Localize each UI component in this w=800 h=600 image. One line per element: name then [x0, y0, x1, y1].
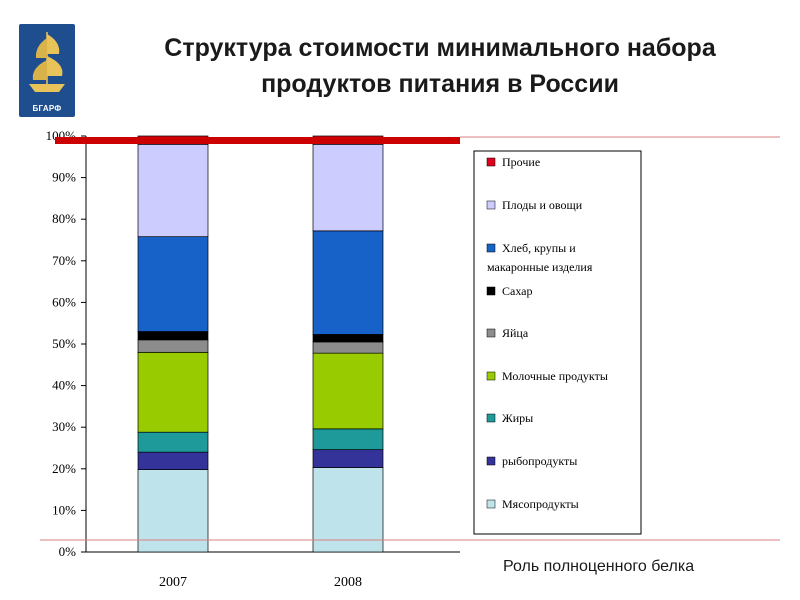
bar-segment	[312, 449, 384, 468]
y-tick-label: 0%	[59, 544, 77, 559]
bar-segment	[312, 467, 384, 553]
legend-label: Прочие	[502, 155, 540, 169]
threshold-bar-100	[55, 137, 460, 144]
x-tick-label: 2008	[334, 575, 362, 590]
sailing-ship-icon	[29, 32, 65, 92]
y-tick-label: 40%	[52, 378, 76, 393]
bar-segment	[312, 334, 384, 343]
legend-swatch	[486, 157, 496, 167]
legend-label: рыбопродукты	[502, 454, 577, 468]
y-tick-label: 90%	[52, 170, 76, 185]
bar-segment	[312, 341, 384, 354]
x-tick-label: 2007	[159, 575, 187, 590]
logo: БГАРФ	[19, 24, 75, 117]
y-tick-label: 50%	[52, 336, 76, 351]
legend-label: Сахар	[502, 284, 533, 298]
bar-segment	[137, 351, 209, 433]
bar-segment	[312, 352, 384, 430]
legend-swatch	[486, 413, 496, 423]
y-tick-label: 80%	[52, 211, 76, 226]
bar-segment	[137, 431, 209, 453]
y-tick-label: 20%	[52, 461, 76, 476]
bar-segment	[137, 143, 209, 238]
bar-segment	[137, 451, 209, 470]
legend-swatch	[486, 286, 496, 296]
legend-swatch	[486, 328, 496, 338]
legend-swatch	[486, 371, 496, 381]
y-tick-label: 70%	[52, 253, 76, 268]
page-title: Структура стоимости минимального набора …	[90, 30, 790, 102]
y-tick-label: 60%	[52, 294, 76, 309]
title-line-1: Структура стоимости минимального набора	[164, 34, 716, 62]
y-tick-label: 30%	[52, 419, 76, 434]
logo-text: БГАРФ	[32, 104, 62, 113]
bar-segment	[312, 143, 384, 232]
legend-label: Жиры	[502, 411, 533, 425]
legend-swatch	[486, 456, 496, 466]
y-tick-label: 10%	[52, 502, 76, 517]
caption: Роль полноценного белка	[503, 558, 695, 575]
legend-label-cont: макаронные изделия	[487, 260, 593, 274]
bar-segment	[137, 469, 209, 553]
bar-segment	[137, 331, 209, 341]
legend-label: Молочные продукты	[502, 369, 608, 383]
bar-segment	[312, 428, 384, 451]
legend-label: Яйца	[502, 326, 529, 340]
legend-box	[473, 150, 642, 535]
bar-segment	[137, 236, 209, 332]
bar-segment	[137, 339, 209, 353]
title-line-2: продуктов питания в России	[261, 70, 619, 98]
legend-label: Мясопродукты	[502, 497, 579, 511]
bar-segment	[312, 230, 384, 335]
legend-label: Хлеб, крупы и	[502, 241, 576, 255]
legend-label: Плоды и овощи	[502, 198, 583, 212]
legend-swatch	[486, 200, 496, 210]
legend-swatch	[486, 499, 496, 509]
legend-swatch	[486, 243, 496, 253]
